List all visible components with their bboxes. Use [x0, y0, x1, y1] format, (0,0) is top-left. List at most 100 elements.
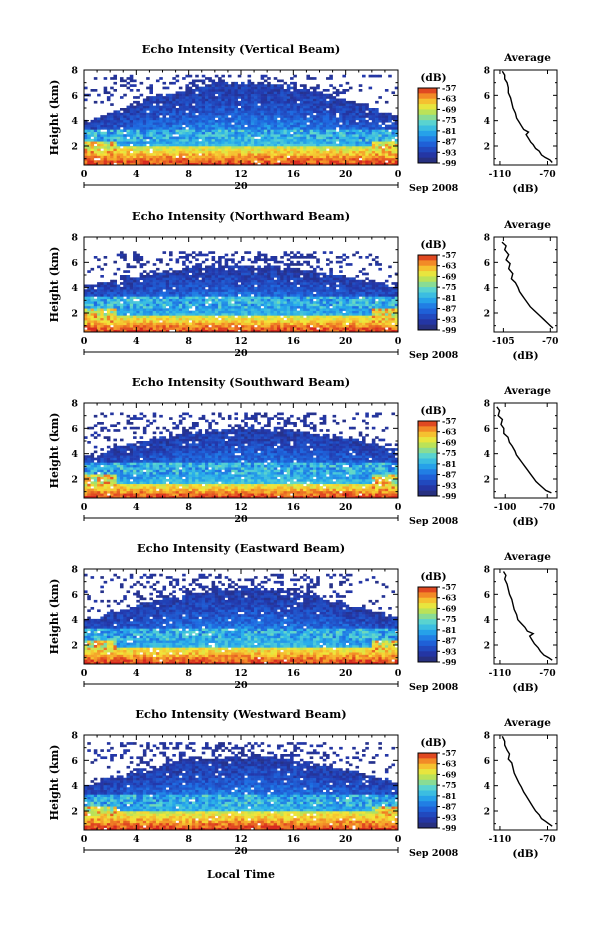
- heatmap-cell: [333, 87, 337, 90]
- heatmap-cell: [228, 280, 232, 283]
- heatmap-cell: [316, 125, 320, 128]
- heatmap-cell: [153, 101, 157, 104]
- heatmap-cell: [326, 120, 330, 123]
- heatmap-cell: [94, 313, 98, 316]
- heatmap-cell: [146, 134, 150, 137]
- heatmap-cell: [153, 301, 157, 304]
- heatmap-cell: [310, 103, 314, 106]
- heatmap-cell: [179, 270, 183, 273]
- heatmap-cell: [254, 110, 258, 113]
- heatmap-cell: [192, 299, 196, 302]
- heatmap-cell: [264, 158, 268, 161]
- heatmap-cell: [254, 256, 258, 259]
- heatmap-cell: [100, 125, 104, 128]
- heatmap-cell: [182, 99, 186, 102]
- heatmap-cell: [274, 132, 278, 135]
- heatmap-cell: [120, 323, 124, 326]
- heatmap-cell: [120, 113, 124, 116]
- heatmap-cell: [176, 139, 180, 142]
- heatmap-cell: [280, 158, 284, 161]
- heatmap-cell: [316, 273, 320, 276]
- heatmap-cell: [163, 327, 167, 330]
- heatmap-cell: [159, 273, 163, 276]
- heatmap-cell: [202, 132, 206, 135]
- heatmap-cell: [228, 266, 232, 269]
- heatmap-cell: [300, 294, 304, 297]
- heatmap-cell: [329, 146, 333, 149]
- heatmap-cell: [140, 127, 144, 130]
- heatmap-cell: [120, 156, 124, 159]
- heatmap-cell: [342, 144, 346, 147]
- heatmap-cell: [123, 148, 127, 151]
- y-axis-label: Height (km): [48, 80, 61, 156]
- heatmap-cell: [218, 77, 222, 80]
- heatmap-cell: [388, 153, 392, 156]
- heatmap-cell: [375, 132, 379, 135]
- heatmap-cell: [159, 277, 163, 280]
- heatmap-cell: [300, 89, 304, 92]
- heatmap-cell: [339, 160, 343, 163]
- heatmap-cell: [172, 108, 176, 111]
- heatmap-cell: [189, 137, 193, 140]
- heatmap-cell: [244, 289, 248, 292]
- heatmap-cell: [104, 89, 108, 92]
- heatmap-cell: [234, 282, 238, 285]
- heatmap-cell: [100, 101, 104, 104]
- heatmap-cell: [189, 306, 193, 309]
- heatmap-cell: [218, 122, 222, 125]
- heatmap-cell: [123, 315, 127, 318]
- heatmap-cell: [110, 134, 114, 137]
- heatmap-cell: [378, 148, 382, 151]
- heatmap-cell: [297, 327, 301, 330]
- heatmap-cell: [136, 148, 140, 151]
- heatmap-cell: [320, 115, 324, 118]
- heatmap-cell: [306, 91, 310, 94]
- heatmap-cell: [320, 153, 324, 156]
- heatmap-cell: [241, 156, 245, 159]
- heatmap-cell: [133, 144, 137, 147]
- heatmap-cell: [117, 323, 121, 326]
- heatmap-cell: [274, 327, 278, 330]
- heatmap-cell: [202, 122, 206, 125]
- heatmap-cell: [365, 137, 369, 140]
- heatmap-cell: [248, 268, 252, 271]
- heatmap-cell: [244, 144, 248, 147]
- heatmap-cell: [329, 113, 333, 116]
- heatmap-cell: [110, 313, 114, 316]
- heatmap-cell: [176, 292, 180, 295]
- heatmap-cell: [225, 277, 229, 280]
- heatmap-cell: [212, 120, 216, 123]
- heatmap-cell: [349, 132, 353, 135]
- heatmap-cell: [153, 158, 157, 161]
- heatmap-cell: [202, 158, 206, 161]
- heatmap-cell: [274, 285, 278, 288]
- heatmap-cell: [143, 99, 147, 102]
- heatmap-cell: [91, 311, 95, 314]
- heatmap-cell: [228, 99, 232, 102]
- heatmap-cell: [320, 144, 324, 147]
- heatmap-cell: [159, 325, 163, 328]
- heatmap-cell: [310, 141, 314, 144]
- heatmap-cell: [234, 110, 238, 113]
- heatmap-cell: [310, 315, 314, 318]
- heatmap-cell: [202, 294, 206, 297]
- heatmap-cell: [212, 134, 216, 137]
- heatmap-cell: [231, 139, 235, 142]
- heatmap-cell: [179, 101, 183, 104]
- heatmap-cell: [107, 287, 111, 290]
- heatmap-cell: [149, 129, 153, 132]
- heatmap-cell: [280, 275, 284, 278]
- heatmap-cell: [375, 134, 379, 137]
- heatmap-cell: [127, 127, 131, 130]
- heatmap-cell: [87, 151, 91, 154]
- heatmap-cell: [176, 323, 180, 326]
- heatmap-cell: [359, 144, 363, 147]
- heatmap-cell: [378, 156, 382, 159]
- heatmap-cell: [300, 115, 304, 118]
- heatmap-cell: [254, 327, 258, 330]
- heatmap-cell: [179, 275, 183, 278]
- heatmap-cell: [300, 301, 304, 304]
- heatmap-cell: [149, 132, 153, 135]
- heatmap-cell: [342, 108, 346, 111]
- heatmap-cell: [280, 146, 284, 149]
